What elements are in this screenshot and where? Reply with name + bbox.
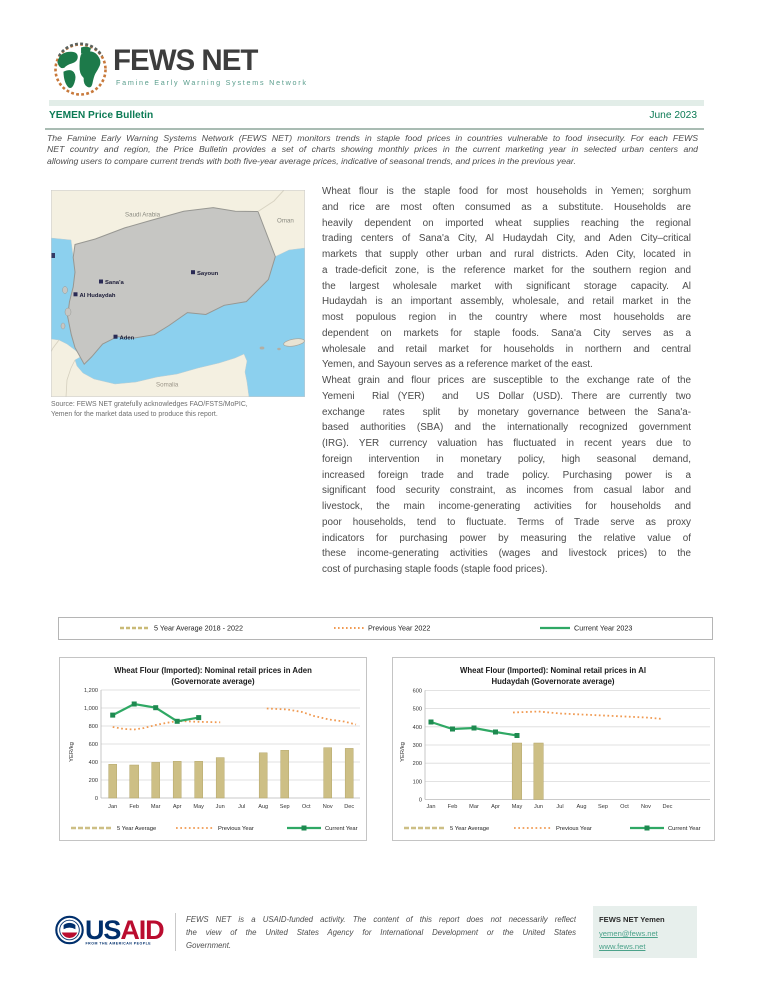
svg-text:5 Year Average 2018 - 2022: 5 Year Average 2018 - 2022: [154, 624, 243, 633]
svg-text:Saudi Arabia: Saudi Arabia: [125, 212, 161, 219]
svg-text:5 Year Average: 5 Year Average: [117, 826, 156, 832]
svg-text:Wheat Flour (Imported): Nomina: Wheat Flour (Imported): Nominal retail p…: [460, 666, 646, 675]
svg-text:Dec: Dec: [663, 804, 673, 810]
svg-text:Jun: Jun: [216, 804, 225, 810]
svg-text:Jul: Jul: [556, 804, 563, 810]
svg-text:Previous Year: Previous Year: [218, 826, 254, 832]
svg-text:Nov: Nov: [641, 804, 651, 810]
svg-text:Jul: Jul: [238, 804, 245, 810]
svg-text:200: 200: [89, 778, 98, 784]
svg-text:Sep: Sep: [598, 804, 608, 810]
svg-text:Jan: Jan: [426, 804, 435, 810]
svg-text:Feb: Feb: [448, 804, 458, 810]
svg-text:Nov: Nov: [323, 804, 333, 810]
svg-text:5 Year Average: 5 Year Average: [450, 826, 489, 832]
svg-text:FROM THE AMERICAN PEOPLE: FROM THE AMERICAN PEOPLE: [86, 942, 152, 946]
svg-text:Current Year: Current Year: [325, 826, 358, 832]
svg-text:1,200: 1,200: [84, 688, 98, 694]
svg-text:Sayoun: Sayoun: [197, 271, 219, 277]
svg-text:Jun: Jun: [534, 804, 543, 810]
svg-text:Current Year 2023: Current Year 2023: [574, 624, 632, 633]
svg-text:Oct: Oct: [620, 804, 629, 810]
svg-text:Aug: Aug: [258, 804, 268, 810]
svg-text:600: 600: [89, 742, 98, 748]
svg-text:800: 800: [89, 724, 98, 730]
svg-text:Previous Year 2022: Previous Year 2022: [368, 624, 430, 633]
svg-text:Sep: Sep: [280, 804, 290, 810]
svg-text:Aug: Aug: [577, 804, 587, 810]
svg-text:Mar: Mar: [469, 804, 479, 810]
svg-text:May: May: [512, 804, 523, 810]
svg-text:Sana'a: Sana'a: [105, 280, 124, 286]
svg-text:YER/kg: YER/kg: [400, 742, 406, 762]
svg-text:0: 0: [419, 798, 422, 804]
svg-text:Previous Year: Previous Year: [556, 826, 592, 832]
svg-text:1,000: 1,000: [84, 706, 98, 712]
svg-text:May: May: [193, 804, 204, 810]
svg-text:200: 200: [413, 761, 422, 767]
svg-text:400: 400: [413, 725, 422, 731]
svg-text:USAID: USAID: [85, 915, 164, 945]
svg-text:Current Year: Current Year: [668, 826, 701, 832]
svg-text:Mar: Mar: [151, 804, 161, 810]
svg-text:100: 100: [413, 779, 422, 785]
svg-text:Hudaydah (Governorate average): Hudaydah (Governorate average): [491, 677, 614, 686]
svg-text:Apr: Apr: [491, 804, 500, 810]
svg-text:Aden: Aden: [120, 335, 135, 341]
svg-text:300: 300: [413, 743, 422, 749]
svg-text:Apr: Apr: [173, 804, 182, 810]
svg-text:Al Hudaydah: Al Hudaydah: [80, 293, 116, 299]
svg-text:500: 500: [413, 707, 422, 713]
svg-text:0: 0: [95, 796, 98, 802]
svg-text:Wheat Flour (Imported): Nomina: Wheat Flour (Imported): Nominal retail p…: [114, 666, 312, 675]
svg-text:YER/kg: YER/kg: [69, 742, 75, 762]
svg-text:Jan: Jan: [108, 804, 117, 810]
svg-text:600: 600: [413, 688, 422, 694]
svg-text:Oman: Oman: [277, 218, 294, 225]
svg-text:Feb: Feb: [129, 804, 139, 810]
svg-text:400: 400: [89, 760, 98, 766]
svg-text:(Governorate average): (Governorate average): [171, 677, 255, 686]
svg-text:Somalia: Somalia: [156, 382, 179, 389]
svg-text:Dec: Dec: [344, 804, 354, 810]
svg-text:Oct: Oct: [302, 804, 311, 810]
